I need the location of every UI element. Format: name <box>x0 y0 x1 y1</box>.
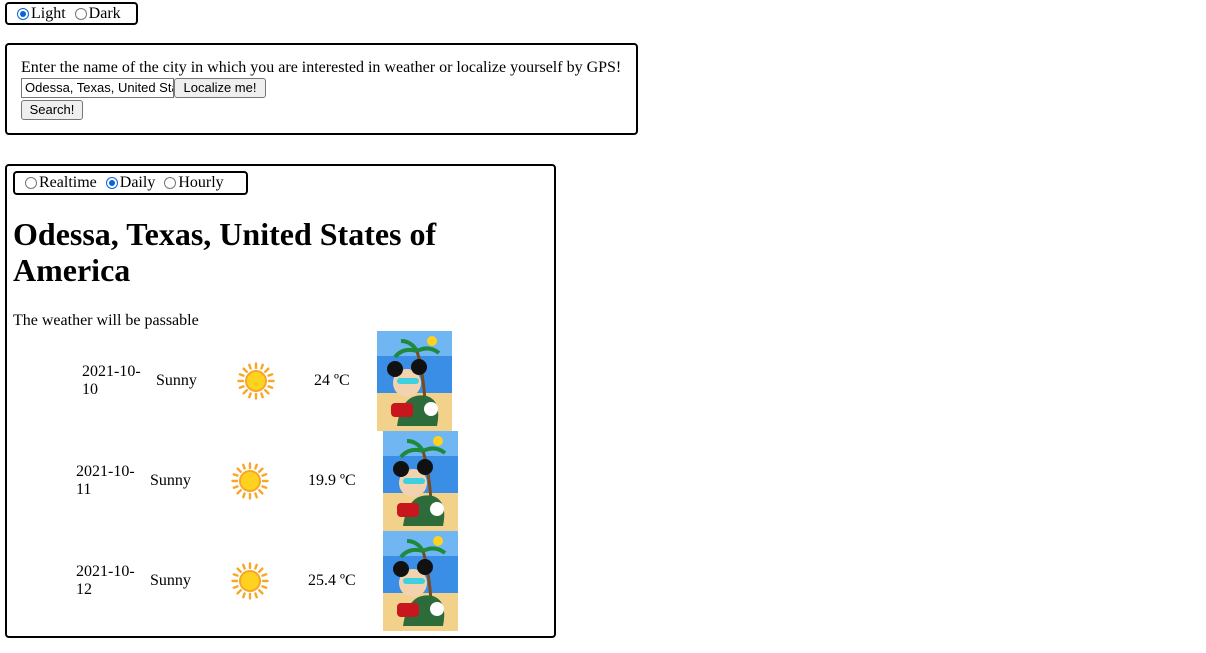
localize-button[interactable]: Localize me! <box>174 78 266 98</box>
forecast-row: 2021-10-12 Sunny 25.4 ºC <box>7 531 555 631</box>
forecast-temperature: 25.4 ºC <box>308 572 356 589</box>
city-input[interactable]: Odessa, Texas, United States of America <box>21 78 174 98</box>
search-button[interactable]: Search! <box>21 100 83 120</box>
mode-realtime-option[interactable]: Realtime <box>25 174 97 192</box>
mode-hourly-radio[interactable] <box>164 177 177 189</box>
theme-dark-option[interactable]: Dark <box>74 4 121 23</box>
forecast-condition: Sunny <box>150 572 191 589</box>
forecast-temperature: 19.9 ºC <box>308 472 356 489</box>
beach-cartoon-image <box>383 431 458 531</box>
sun-icon <box>231 462 269 500</box>
theme-light-option[interactable]: Light <box>17 5 66 23</box>
theme-dark-label: Dark <box>88 4 121 22</box>
forecast-mode-selector: Realtime Daily Hourly <box>13 171 248 195</box>
mode-hourly-label: Hourly <box>178 174 224 191</box>
location-title: Odessa, Texas, United States of America <box>13 216 437 288</box>
beach-cartoon-image <box>383 531 458 631</box>
weather-summary: The weather will be passable <box>13 312 199 329</box>
forecast-condition: Sunny <box>150 472 191 489</box>
forecast-date: 2021-10-10 <box>82 363 141 398</box>
sun-icon <box>237 362 275 400</box>
mode-daily-label: Daily <box>119 174 156 191</box>
theme-light-radio[interactable] <box>17 7 29 20</box>
forecast-row: 2021-10-10 Sunny 24 ºC <box>7 331 555 431</box>
beach-cartoon-image <box>377 331 452 431</box>
forecast-date: 2021-10-12 <box>76 563 135 598</box>
theme-light-label: Light <box>31 4 66 22</box>
theme-selector: Light Dark <box>5 2 138 25</box>
forecast-date: 2021-10-11 <box>76 463 135 498</box>
forecast-row: 2021-10-11 Sunny 19.9 ºC <box>7 431 555 531</box>
forecast-temperature: 24 ºC <box>314 372 350 389</box>
mode-realtime-radio[interactable] <box>25 177 37 189</box>
mode-hourly-option[interactable]: Hourly <box>164 174 224 192</box>
search-panel: Enter the name of the city in which you … <box>5 43 638 135</box>
mode-realtime-label: Realtime <box>39 174 97 191</box>
mode-daily-radio[interactable] <box>105 177 118 189</box>
forecast-panel: Realtime Daily Hourly Odessa, Texas, Uni… <box>5 164 556 638</box>
forecast-condition: Sunny <box>156 372 197 389</box>
mode-daily-option[interactable]: Daily <box>105 174 156 192</box>
sun-icon <box>231 562 269 600</box>
search-prompt: Enter the name of the city in which you … <box>21 59 622 76</box>
theme-dark-radio[interactable] <box>74 7 87 20</box>
